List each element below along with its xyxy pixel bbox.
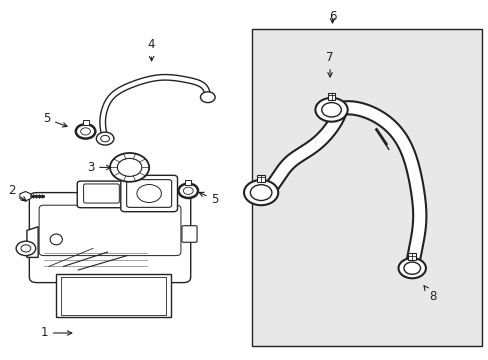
Circle shape (76, 124, 95, 139)
Ellipse shape (50, 234, 62, 245)
Text: 5: 5 (42, 112, 67, 127)
Circle shape (117, 158, 142, 176)
FancyBboxPatch shape (121, 175, 177, 212)
Circle shape (81, 128, 90, 135)
Bar (61, 277, 166, 315)
Circle shape (183, 187, 193, 194)
Text: 2: 2 (8, 184, 26, 201)
Circle shape (21, 245, 31, 252)
Polygon shape (27, 227, 38, 257)
Circle shape (16, 241, 36, 256)
FancyBboxPatch shape (29, 193, 190, 283)
Circle shape (315, 98, 347, 122)
Circle shape (321, 103, 341, 117)
Text: 3: 3 (86, 161, 111, 174)
Text: 8: 8 (423, 286, 436, 303)
Bar (251, 29, 481, 346)
Circle shape (101, 135, 109, 142)
Bar (82, 120, 88, 125)
Circle shape (200, 92, 215, 103)
Bar (407, 253, 415, 260)
Circle shape (398, 258, 425, 278)
Text: 5: 5 (199, 192, 219, 206)
Polygon shape (20, 192, 31, 201)
Bar (185, 180, 191, 185)
Bar (56, 274, 171, 317)
Circle shape (250, 185, 271, 201)
Text: 1: 1 (40, 327, 72, 339)
Circle shape (403, 262, 420, 274)
Bar (327, 93, 335, 100)
FancyBboxPatch shape (83, 184, 119, 203)
Circle shape (96, 132, 114, 145)
FancyBboxPatch shape (77, 181, 125, 208)
Circle shape (137, 184, 161, 202)
FancyBboxPatch shape (182, 226, 197, 242)
Circle shape (244, 180, 278, 205)
Text: 6: 6 (328, 10, 336, 23)
FancyBboxPatch shape (126, 180, 171, 207)
Text: 7: 7 (325, 51, 333, 77)
Circle shape (178, 184, 198, 198)
Circle shape (110, 153, 149, 182)
Bar (257, 175, 264, 182)
Text: 4: 4 (147, 39, 155, 61)
